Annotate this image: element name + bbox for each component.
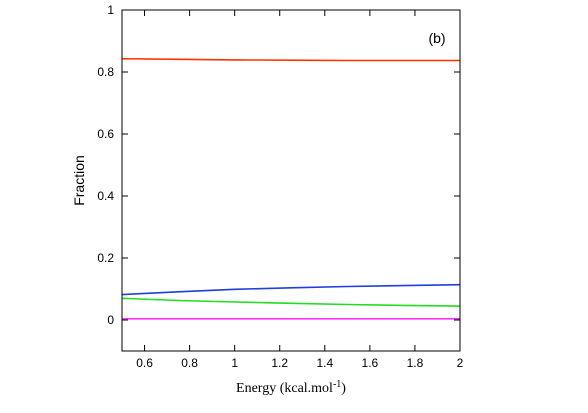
ticks-layer: 0 0.2 0.4 0.6 0.8 1 0.6 0.8 1 1.2 1.4 1.6 1.8 2 bbox=[97, 3, 463, 370]
y-tick-label: 0.2 bbox=[97, 251, 114, 265]
plot-frame bbox=[121, 9, 461, 352]
series-line-3 bbox=[121, 297, 461, 307]
y-tick-label: 0.4 bbox=[97, 189, 114, 203]
x-tick-label: 2 bbox=[457, 356, 464, 370]
x-tick-label: 0.8 bbox=[181, 356, 198, 370]
y-tick-label: 0.8 bbox=[97, 65, 114, 79]
y-axis-label: Fraction bbox=[71, 155, 87, 206]
y-tick-label: 0.6 bbox=[97, 127, 114, 141]
panel-annotation: (b) bbox=[428, 30, 445, 46]
x-tick-label: 1.8 bbox=[407, 356, 424, 370]
x-axis-label-close: ) bbox=[341, 381, 346, 396]
series-line-1 bbox=[121, 57, 460, 62]
x-tick-label: 1 bbox=[231, 356, 238, 370]
x-tick-label: 1.4 bbox=[316, 356, 333, 370]
series-line-2 bbox=[121, 283, 461, 296]
series-layer bbox=[121, 57, 461, 320]
x-axis-label-main: Energy (kcal.mol bbox=[236, 381, 333, 396]
y-tick-label: 1 bbox=[107, 3, 114, 17]
x-tick-label: 1.2 bbox=[271, 356, 288, 370]
x-tick-label: 1.6 bbox=[362, 356, 379, 370]
y-tick-label: 0 bbox=[107, 313, 114, 327]
x-tick-label: 0.6 bbox=[136, 356, 153, 370]
x-axis-label-superscript: -1 bbox=[333, 379, 341, 390]
x-axis-label: Energy (kcal.mol-1) bbox=[236, 379, 346, 397]
